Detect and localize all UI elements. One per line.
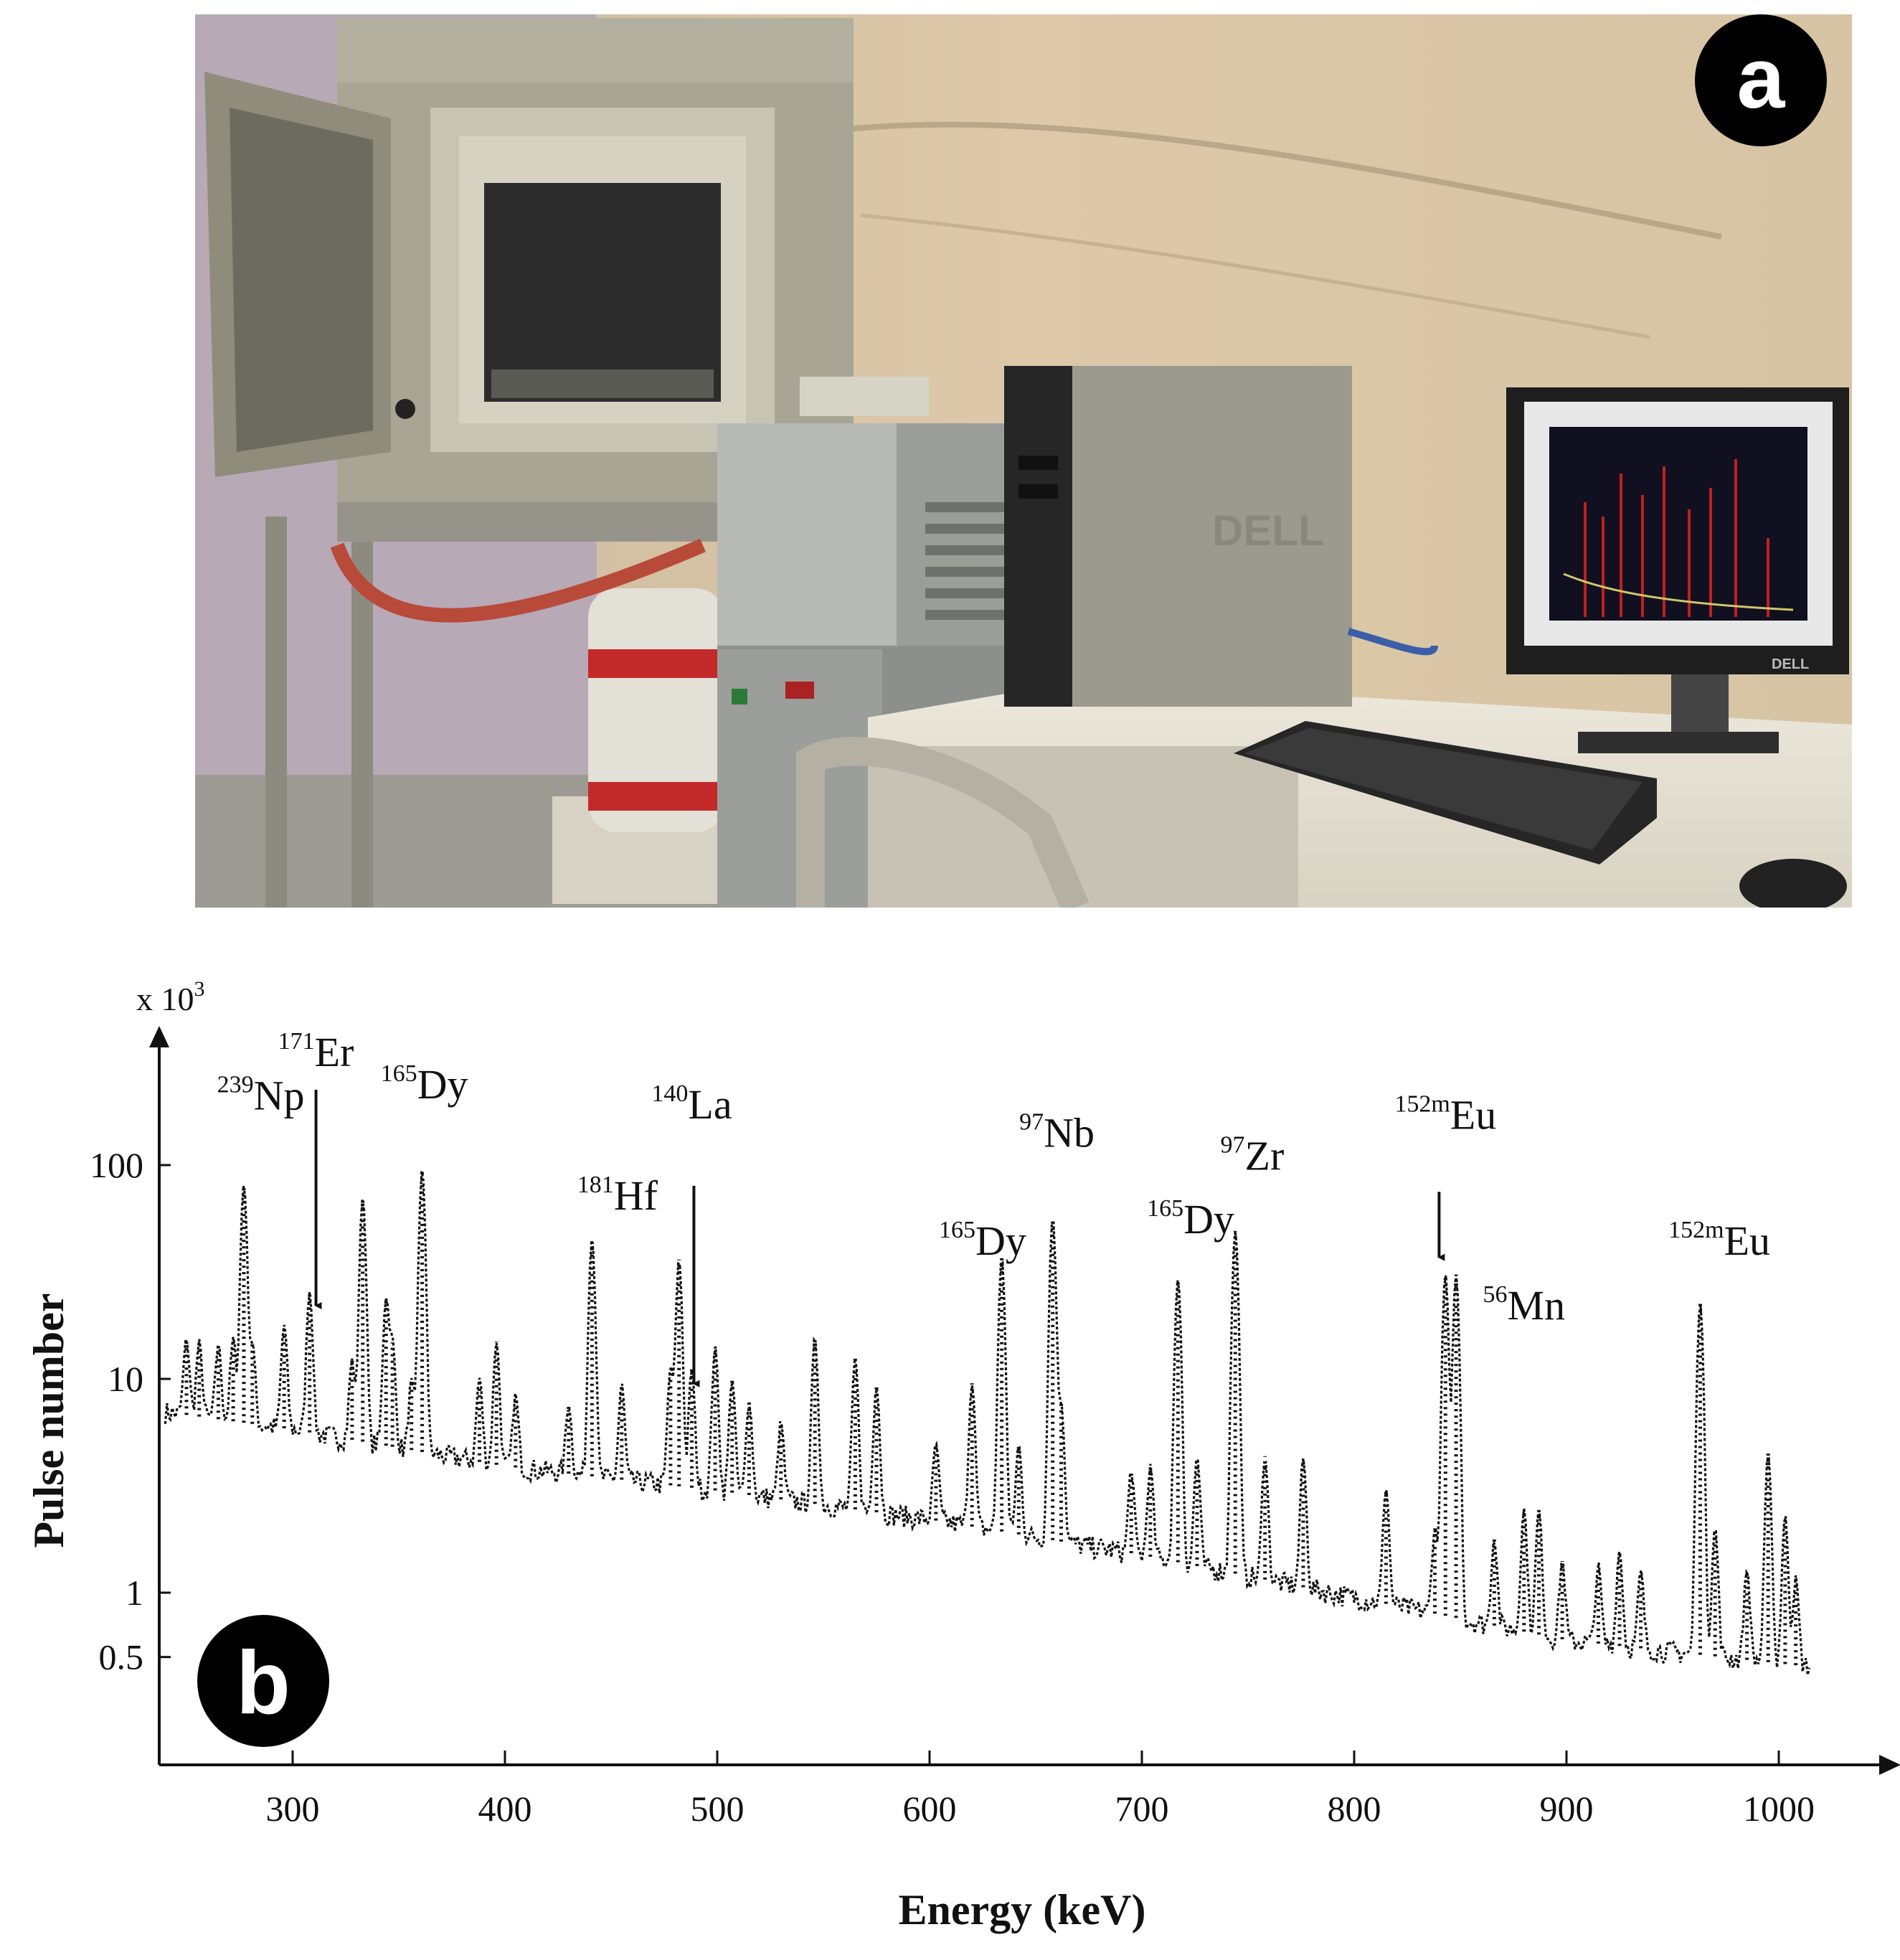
- dewar: [552, 588, 739, 904]
- x-axis-arrowhead: [1879, 1755, 1900, 1775]
- tower-logo: DELL: [1212, 507, 1325, 555]
- isotope-label: 165Dy: [1147, 1195, 1234, 1243]
- isotope-element: Eu: [1450, 1091, 1496, 1138]
- x-tick-label: 500: [691, 1789, 745, 1829]
- isotope-mass-number: 181: [577, 1172, 614, 1198]
- spectrum-line: [164, 1171, 1811, 1676]
- isotope-mass-number: 165: [939, 1217, 975, 1243]
- axes: [149, 1026, 1900, 1775]
- monitor-plot: [1549, 427, 1807, 621]
- y-multiplier-base: x 10: [136, 981, 194, 1017]
- chair: [796, 737, 1090, 908]
- isotope-element: Mn: [1508, 1282, 1566, 1329]
- monitor: DELL: [1506, 387, 1849, 753]
- panel-a-label: a: [1737, 30, 1786, 126]
- isotope-mass-number: 56: [1483, 1281, 1508, 1308]
- isotope-label: 152mEu: [1394, 1090, 1496, 1138]
- hose: [330, 538, 706, 623]
- isotope-label: 97Zr: [1221, 1132, 1285, 1179]
- isotope-label: 239Np: [217, 1071, 305, 1118]
- isotope-label: 165Dy: [381, 1060, 468, 1108]
- isotope-label: 97Nb: [1019, 1108, 1095, 1156]
- x-tick-label: 800: [1328, 1789, 1381, 1829]
- isotope-mass-number: 140: [651, 1080, 688, 1107]
- isotope-mass-number: 165: [1147, 1195, 1183, 1222]
- isotope-mass-number: 152m: [1668, 1217, 1724, 1243]
- isotope-element: La: [688, 1081, 732, 1128]
- y-tick-label: 100: [90, 1145, 143, 1185]
- isotope-element: Nb: [1044, 1109, 1095, 1156]
- isotope-element: Zr: [1245, 1133, 1285, 1179]
- isotope-mass-number: 239: [217, 1071, 254, 1098]
- x-tick-label: 400: [478, 1789, 532, 1829]
- wall-crack: [846, 121, 1722, 240]
- x-tick-label: 600: [903, 1789, 957, 1829]
- spectrum-series: [164, 1170, 1811, 1676]
- isotope-label: 165Dy: [939, 1217, 1026, 1264]
- isotope-element: Dy: [417, 1061, 468, 1108]
- y-tick-label: 0.5: [99, 1637, 144, 1677]
- x-tick-label: 900: [1540, 1789, 1594, 1829]
- y-axis-arrowhead: [149, 1026, 169, 1047]
- tick-group: 300 400 500 600 700 800 900 1000 0.5 1 10 100: [90, 1145, 1815, 1829]
- panel-a-badge: a: [1695, 14, 1827, 146]
- panel-b-label: b: [236, 1634, 290, 1733]
- isotope-mass-number: 97: [1019, 1108, 1044, 1135]
- y-tick-label: 1: [126, 1573, 143, 1613]
- y-multiplier: x 103: [136, 977, 205, 1017]
- isotope-label: 152mEu: [1668, 1217, 1770, 1264]
- tower-pc: DELL: [1004, 366, 1352, 707]
- x-tick-label: 1000: [1743, 1789, 1815, 1829]
- isotope-element: Eu: [1724, 1217, 1770, 1264]
- isotope-element: Er: [315, 1029, 354, 1075]
- isotope-element: Hf: [614, 1172, 658, 1219]
- y-multiplier-exp: 3: [194, 977, 205, 1001]
- isotope-label: 181Hf: [577, 1172, 658, 1219]
- keyboard: [1234, 721, 1657, 864]
- x-tick-label: 700: [1115, 1789, 1169, 1829]
- isotope-element: Dy: [975, 1217, 1026, 1264]
- isotope-mass-number: 171: [278, 1028, 315, 1055]
- photo-panel: DELL DELL: [195, 14, 1852, 908]
- isotope-element: Dy: [1183, 1196, 1234, 1243]
- wall-crack-2: [860, 213, 1650, 339]
- x-tick-label: 300: [266, 1789, 320, 1829]
- y-tick-label: 10: [108, 1359, 143, 1399]
- isotope-label: 140La: [651, 1080, 732, 1128]
- y-axis-label: Pulse number: [25, 1293, 72, 1547]
- isotope-label: 56Mn: [1483, 1281, 1566, 1329]
- mouse: [1739, 859, 1847, 908]
- isotope-mass-number: 97: [1221, 1132, 1245, 1159]
- panel-b-badge: b: [197, 1615, 329, 1747]
- isotope-mass-number: 165: [381, 1060, 417, 1087]
- monitor-logo: DELL: [1772, 656, 1809, 672]
- x-axis-label: Energy (keV): [899, 1886, 1146, 1933]
- isotope-label: 171Er: [278, 1028, 354, 1075]
- isotope-element: Np: [254, 1072, 305, 1118]
- isotope-mass-number: 152m: [1394, 1090, 1450, 1117]
- furnace-chamber: [484, 183, 721, 402]
- spectrum-chart: 300 400 500 600 700 800 900 1000 0.5 1 10 100 239Np…: [25, 977, 1900, 1933]
